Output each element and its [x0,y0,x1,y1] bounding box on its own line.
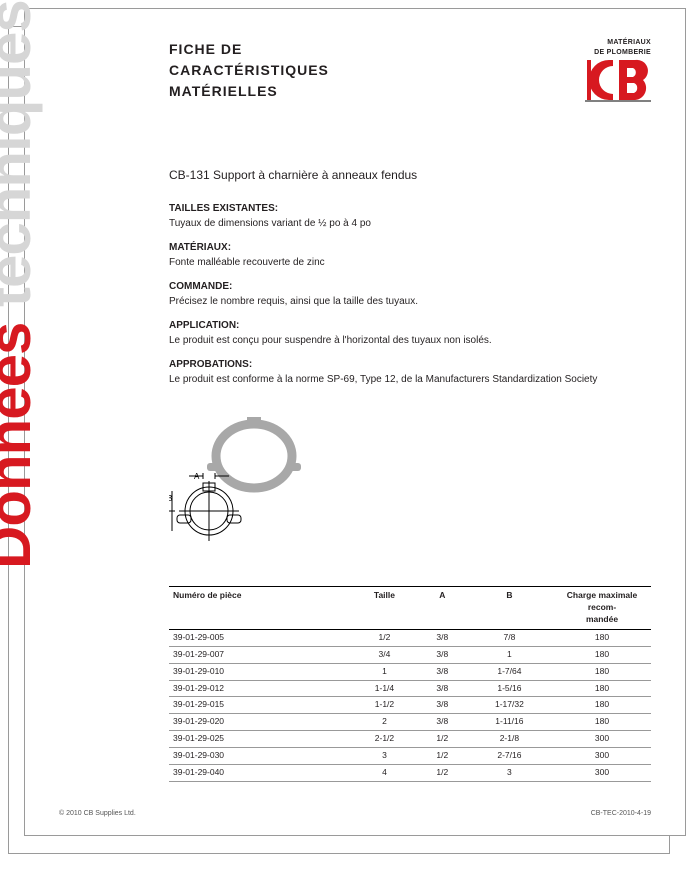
table-cell: 2-7/16 [466,748,553,765]
table-cell: 180 [553,646,651,663]
body: CB-131 Support à charnière à anneaux fen… [169,167,651,781]
table-cell: 39-01-29-005 [169,629,350,646]
table-cell: 180 [553,680,651,697]
table-row: 39-01-29-0121-1/43/81-5/16180 [169,680,651,697]
header-row: FICHE DE CARACTÉRISTIQUES MATÉRIELLES MA… [169,39,651,107]
table-row: 39-01-29-03031/22-7/16300 [169,748,651,765]
table-cell: 2-1/8 [466,731,553,748]
table-cell: 39-01-29-012 [169,680,350,697]
table-cell: 180 [553,697,651,714]
table-cell: 1-1/4 [350,680,419,697]
section-label: APPROBATIONS: [169,358,651,372]
dim-label-a: A [194,472,200,481]
section-text: Fonte malléable recouverte de zinc [169,256,651,270]
section-label: TAILLES EXISTANTES: [169,202,651,216]
table-header: Numéro de pièce [169,587,350,630]
table-cell: 39-01-29-015 [169,697,350,714]
table-cell: 39-01-29-010 [169,663,350,680]
sections: TAILLES EXISTANTES:Tuyaux de dimensions … [169,202,651,387]
logo-box: MATÉRIAUX DE PLOMBERIE [585,39,651,107]
section-text: Tuyaux de dimensions variant de ½ po à 4… [169,217,651,231]
table-header: B [466,587,553,630]
table-cell: 300 [553,748,651,765]
section-label: APPLICATION: [169,319,651,333]
photo-ring-icon [207,417,301,488]
table-header: Charge maximale recom- mandée [553,587,651,630]
table-row: 39-01-29-0051/23/87/8180 [169,629,651,646]
footer-docid: CB-TEC-2010-4-19 [591,810,651,817]
table-cell: 300 [553,731,651,748]
page-front-sheet: Données techniques FICHE DE CARACTÉRISTI… [24,8,686,836]
rotated-title-grey: techniques [0,0,43,322]
table-cell: 7/8 [466,629,553,646]
table-cell: 3/8 [419,680,466,697]
table-cell: 1 [350,663,419,680]
table-cell: 3/8 [419,714,466,731]
table-cell: 39-01-29-025 [169,731,350,748]
table-row: 39-01-29-04041/23300 [169,764,651,781]
table-row: 39-01-29-0252-1/21/22-1/8300 [169,731,651,748]
table-row: 39-01-29-0151-1/23/81-17/32180 [169,697,651,714]
title-line3: MATÉRIELLES [169,81,329,102]
table-cell: 2 [350,714,419,731]
table-cell: 39-01-29-040 [169,764,350,781]
title-line1: FICHE DE [169,39,329,60]
table-cell: 3 [350,748,419,765]
product-diagram: A B [169,411,651,556]
logo-caption-line1: MATÉRIAUX [585,39,651,47]
table-cell: 3/8 [419,663,466,680]
table-header: Taille [350,587,419,630]
page-title: FICHE DE CARACTÉRISTIQUES MATÉRIELLES [169,39,329,102]
table-header: A [419,587,466,630]
section-text: Le produit est conçu pour suspendre à l'… [169,334,651,348]
table-cell: 1-7/64 [466,663,553,680]
spec-table: Numéro de pièceTailleABCharge maximale r… [169,586,651,782]
footer: © 2010 CB Supplies Ltd. CB-TEC-2010-4-19 [59,810,651,817]
table-cell: 1/2 [419,764,466,781]
section-text: Précisez le nombre requis, ainsi que la … [169,295,651,309]
table-cell: 4 [350,764,419,781]
table-cell: 300 [553,764,651,781]
footer-copyright: © 2010 CB Supplies Ltd. [59,810,136,817]
logo-caption-line2: DE PLOMBERIE [585,49,651,57]
table-cell: 39-01-29-007 [169,646,350,663]
table-cell: 180 [553,663,651,680]
section-label: COMMANDE: [169,280,651,294]
table-cell: 3/4 [350,646,419,663]
cb-logo-icon [585,58,651,102]
table-cell: 39-01-29-030 [169,748,350,765]
table-cell: 3 [466,764,553,781]
title-line2: CARACTÉRISTIQUES [169,60,329,81]
table-cell: 1 [466,646,553,663]
section-label: MATÉRIAUX: [169,241,651,255]
dim-label-b: B [169,494,172,503]
table-cell: 180 [553,629,651,646]
rotated-title-red: Données [0,323,43,569]
table-cell: 1-1/2 [350,697,419,714]
table-cell: 1-17/32 [466,697,553,714]
table-cell: 1-5/16 [466,680,553,697]
table-cell: 1/2 [419,748,466,765]
table-row: 39-01-29-02023/81-11/16180 [169,714,651,731]
table-cell: 1/2 [419,731,466,748]
subtitle: CB-131 Support à charnière à anneaux fen… [169,167,651,184]
table-row: 39-01-29-01013/81-7/64180 [169,663,651,680]
table-row: 39-01-29-0073/43/81180 [169,646,651,663]
table-cell: 3/8 [419,697,466,714]
table-cell: 3/8 [419,629,466,646]
table-cell: 1/2 [350,629,419,646]
rotated-side-title: Données techniques [0,0,44,569]
table-cell: 3/8 [419,646,466,663]
section-text: Le produit est conforme à la norme SP-69… [169,373,651,387]
table-cell: 2-1/2 [350,731,419,748]
table-cell: 39-01-29-020 [169,714,350,731]
table-cell: 180 [553,714,651,731]
table-cell: 1-11/16 [466,714,553,731]
